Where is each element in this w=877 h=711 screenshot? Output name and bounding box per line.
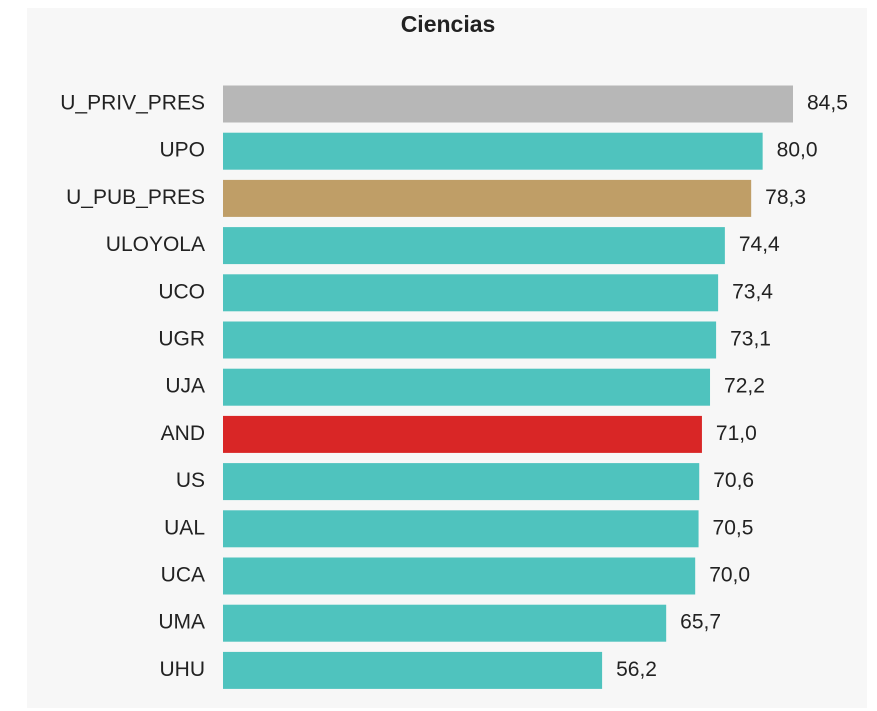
value-label: 65,7	[680, 611, 721, 634]
value-label: 70,6	[713, 469, 754, 492]
category-label: U_PUB_PRES	[66, 186, 205, 209]
category-label: UCO	[158, 280, 205, 303]
category-label: ULOYOLA	[106, 233, 205, 256]
category-label: AND	[161, 422, 205, 445]
category-label: UPO	[159, 139, 205, 162]
category-label: UJA	[165, 375, 205, 398]
value-label: 80,0	[777, 139, 818, 162]
category-label: UGR	[158, 328, 205, 351]
bar	[223, 179, 752, 217]
bar	[223, 604, 667, 642]
chart-title: Ciencias	[401, 11, 496, 37]
bar	[223, 415, 702, 453]
value-label: 74,4	[739, 233, 780, 256]
bar	[223, 557, 696, 595]
value-label: 70,5	[713, 516, 754, 539]
value-label: 73,1	[730, 328, 771, 351]
category-label: U_PRIV_PRES	[60, 92, 205, 115]
value-label: 73,4	[732, 280, 773, 303]
category-label: US	[176, 469, 205, 492]
value-label: 78,3	[765, 186, 806, 209]
bar	[223, 227, 725, 265]
value-label: 56,2	[616, 658, 657, 681]
bar	[223, 651, 603, 689]
value-label: 84,5	[807, 92, 848, 115]
category-label: UCA	[161, 564, 205, 587]
bar	[223, 463, 700, 501]
value-label: 71,0	[716, 422, 757, 445]
bar	[223, 132, 763, 170]
value-label: 72,2	[724, 375, 765, 398]
category-label: UHU	[160, 658, 206, 681]
bar	[223, 510, 699, 548]
category-label: UMA	[158, 611, 205, 634]
bar	[223, 368, 711, 406]
bar	[223, 321, 717, 359]
bar	[223, 85, 793, 123]
category-label: UAL	[164, 516, 205, 539]
bar	[223, 274, 719, 312]
value-label: 70,0	[709, 564, 750, 587]
